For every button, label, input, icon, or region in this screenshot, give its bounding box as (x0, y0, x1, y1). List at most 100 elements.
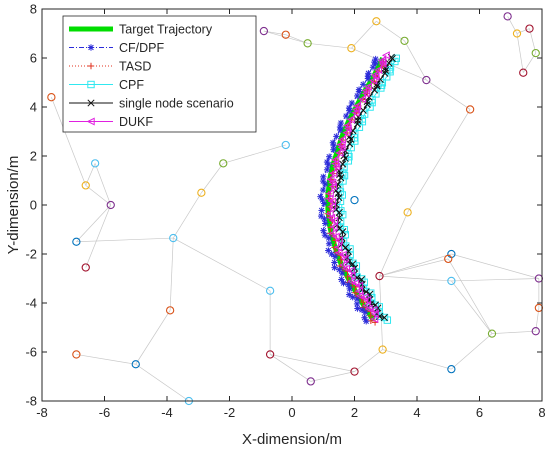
series-marker-cfdpf (319, 177, 327, 185)
series-marker-dukf (355, 281, 364, 290)
series-marker-dukf (339, 260, 348, 269)
series-marker-cfdpf (358, 306, 366, 314)
legend-item-single: single node scenario (69, 97, 234, 111)
series-marker-cfdpf (320, 227, 327, 234)
series-marker-cfdpf (325, 234, 332, 242)
x-tick-label: -6 (99, 405, 111, 420)
series-marker-cfdpf (338, 270, 346, 277)
marker-stroke (87, 99, 95, 107)
sensor-node (72, 237, 81, 246)
sensor-node (106, 200, 115, 210)
network-link (447, 258, 493, 334)
legend-box (62, 15, 257, 133)
series-marker-cfdpf (317, 212, 325, 220)
series-marker-cfdpf (372, 55, 379, 63)
series-marker-dukf (334, 248, 343, 257)
marker-stroke (330, 140, 336, 146)
y-tick-label: -2 (25, 247, 37, 262)
marker-stroke (340, 152, 348, 160)
legend-swatch-marker (86, 117, 95, 126)
series-marker-dukf (370, 315, 379, 324)
legend-label: DUKF (119, 115, 153, 129)
series-marker-cfdpf (342, 112, 350, 120)
sensor-node (447, 364, 456, 374)
series-marker-cpf (386, 63, 395, 71)
sensor-node (265, 350, 275, 359)
series-marker-dukf (346, 266, 355, 275)
marker-stroke (354, 305, 361, 312)
marker-stroke (324, 159, 330, 165)
marker-stroke (372, 56, 379, 62)
network-link (379, 253, 452, 277)
series-marker-dukf (331, 159, 340, 168)
series-marker-single (339, 160, 347, 168)
series-marker-cfdpf (317, 193, 324, 200)
marker-stroke (335, 194, 343, 202)
sensor-node (47, 93, 56, 102)
legend-label: CF/DPF (119, 41, 165, 55)
series-marker-dukf (381, 51, 390, 60)
marker-stroke (360, 81, 366, 88)
marker-stroke (333, 133, 340, 140)
network-link (85, 204, 112, 268)
legend-item-cpf: CPF (69, 78, 144, 92)
marker-stroke (345, 281, 352, 288)
marker-stroke (336, 266, 343, 273)
network-link (76, 204, 112, 242)
series-marker-single (373, 82, 381, 90)
series-marker-dukf (369, 76, 378, 85)
series-marker-tasd (360, 298, 367, 306)
series-marker-tasd (344, 273, 351, 281)
network-link (516, 28, 530, 34)
marker-stroke (340, 280, 347, 286)
marker-stroke (357, 275, 366, 284)
network-link (379, 212, 408, 277)
sensor-node (197, 188, 206, 197)
series-marker-dukf (328, 229, 337, 238)
series-marker-dukf (325, 209, 334, 218)
marker-stroke (338, 276, 345, 283)
marker-stroke (354, 113, 362, 121)
series-marker-dukf (358, 95, 367, 104)
sensor-node (487, 329, 497, 338)
marker-stroke (336, 170, 344, 179)
series-marker-cfdpf (348, 99, 356, 107)
series-marker-dukf (351, 279, 360, 288)
network-link (451, 280, 493, 334)
sensor-node (378, 345, 387, 354)
marker-stroke (346, 132, 354, 141)
network-link (169, 238, 174, 311)
series-marker-single (357, 275, 366, 284)
y-tick-label: -4 (25, 296, 37, 311)
marker-stroke (363, 318, 369, 325)
network-link (223, 144, 286, 164)
network-link (451, 278, 539, 282)
series-marker-cfdpf (345, 291, 353, 298)
marker-stroke (328, 251, 335, 257)
marker-stroke (330, 143, 337, 149)
sensor-node (531, 48, 540, 58)
sensor-node (447, 276, 456, 286)
y-axis-label: Y-dimension/m (5, 156, 22, 255)
sensor-node (72, 350, 81, 359)
marker-stroke (326, 153, 332, 160)
series-marker-cpf (353, 273, 361, 281)
axis-ticks: -8 -6 -4 -2 0 2 4 6 8 -8 -6 -4 -2 0 2 4 6 8 (25, 2, 545, 421)
legend-label: Target Trajectory (119, 23, 213, 37)
marker-stroke (334, 180, 342, 188)
series-marker-cfdpf (323, 166, 331, 173)
series-marker-dukf (335, 148, 344, 157)
marker-stroke (356, 86, 362, 93)
series-marker-cfdpf (337, 119, 345, 127)
legend-item-target: Target Trajectory (69, 23, 213, 37)
marker-stroke (321, 216, 328, 222)
series-marker-cfdpf (338, 276, 345, 283)
series-marker-dukf (346, 115, 355, 124)
series-marker-cfdpf (328, 250, 335, 258)
series-marker-dukf (338, 250, 347, 259)
series-marker-cfdpf (323, 158, 331, 166)
series-marker-single (370, 86, 379, 94)
x-tick-label: -4 (161, 405, 173, 420)
x-tick-label: 4 (413, 405, 420, 420)
